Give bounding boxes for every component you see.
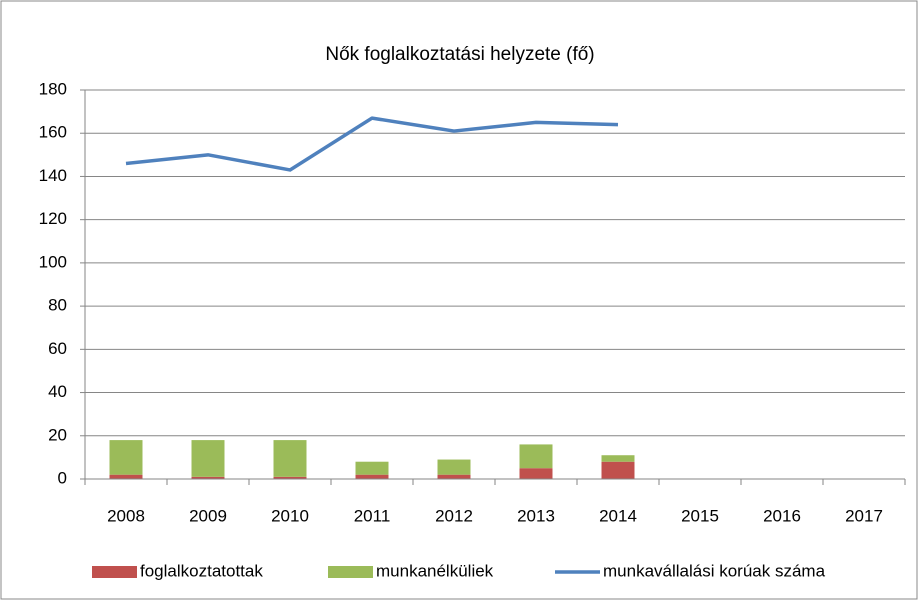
y-tick-label: 40 xyxy=(48,382,67,401)
x-tick-label: 2008 xyxy=(107,506,145,525)
line xyxy=(125,116,619,172)
bar xyxy=(355,474,389,479)
x-tick-label: 2016 xyxy=(763,506,801,525)
y-tick-label: 60 xyxy=(48,339,67,358)
y-tick-label: 140 xyxy=(39,166,67,185)
y-tick-label: 100 xyxy=(39,252,67,271)
bar xyxy=(273,440,307,477)
y-tick-label: 80 xyxy=(48,296,67,315)
bar xyxy=(273,476,307,479)
bar xyxy=(437,474,471,479)
bar xyxy=(519,444,553,469)
x-tick-label: 2009 xyxy=(189,506,227,525)
bar xyxy=(191,476,225,479)
x-tick-label: 2011 xyxy=(354,506,391,525)
bar xyxy=(355,461,389,475)
bar xyxy=(601,455,635,462)
y-tick-label: 160 xyxy=(39,123,67,142)
bar xyxy=(601,461,635,479)
x-tick-label: 2012 xyxy=(435,506,473,525)
chart-title: Nők foglalkoztatási helyzete (fő) xyxy=(325,44,594,65)
bar xyxy=(519,468,553,479)
legend-swatch xyxy=(92,566,137,578)
bar xyxy=(437,459,471,475)
y-tick-label: 20 xyxy=(48,425,67,444)
x-tick-label: 2013 xyxy=(517,506,555,525)
bar xyxy=(109,474,143,479)
legend-swatch xyxy=(328,566,373,578)
x-tick-label: 2010 xyxy=(271,506,309,525)
legend-label: munkavállalási korúak száma xyxy=(603,561,826,580)
y-tick-label: 0 xyxy=(58,468,67,487)
x-tick-label: 2015 xyxy=(681,506,719,525)
legend-label: foglalkoztatottak xyxy=(140,561,263,580)
bar xyxy=(191,440,225,477)
bar xyxy=(109,440,143,475)
x-tick-label: 2014 xyxy=(599,506,637,525)
x-tick-label: 2017 xyxy=(845,506,883,525)
y-tick-label: 180 xyxy=(39,79,67,98)
y-tick-label: 120 xyxy=(39,209,67,228)
legend-label: munkanélküliek xyxy=(376,561,494,580)
